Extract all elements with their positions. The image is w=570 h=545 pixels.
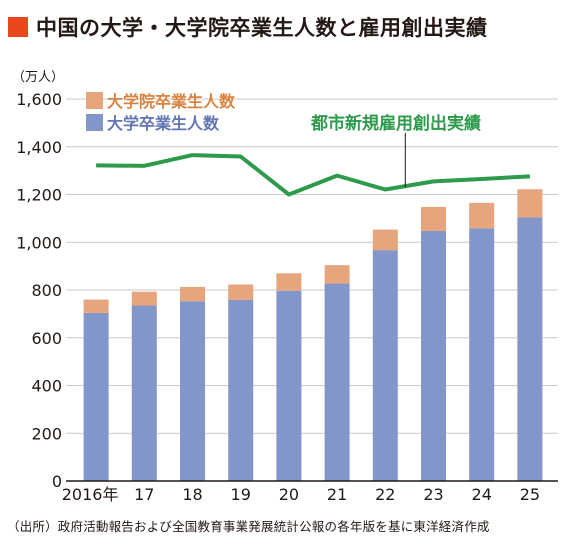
x-tick-label: 24 — [472, 485, 492, 504]
x-tick-label: 18 — [182, 485, 202, 504]
employment-line — [96, 153, 531, 197]
y-tick-label: 600 — [31, 329, 62, 348]
bar-grad — [372, 229, 398, 251]
x-tick-label: 23 — [423, 485, 443, 504]
bar-undergrad — [469, 228, 495, 481]
legend-swatch — [86, 92, 103, 109]
x-tick-label: 20 — [279, 485, 299, 504]
x-tick-label: 22 — [375, 485, 395, 504]
legend-label: 大学院卒業生人数 — [107, 92, 236, 111]
x-tick-label: 2016年 — [62, 485, 119, 504]
legend-label: 大学卒業生人数 — [107, 114, 220, 133]
bar-grad — [324, 265, 350, 284]
bar-grad — [276, 273, 302, 291]
bar-grad — [421, 206, 446, 232]
y-tick-label: 1,000 — [16, 233, 62, 252]
bar-undergrad — [131, 305, 157, 481]
y-tick-label: 400 — [31, 377, 62, 396]
y-tick-label: 1,200 — [16, 186, 62, 205]
bar-undergrad — [324, 283, 350, 481]
y-tick-label: 200 — [31, 424, 62, 443]
bars — [83, 189, 543, 482]
axes: 0 200 400 600 800 1,000 1,200 1,400 1,600 2016年 17… — [16, 90, 558, 504]
y-axis-unit: （万人） — [12, 70, 65, 85]
bar-grad — [83, 299, 109, 313]
bar-undergrad — [83, 312, 109, 481]
x-tick-label: 17 — [134, 485, 154, 504]
source-note: （出所）政府活動報告および全国教育事業発展統計公報の各年版を基に東洋経済作成 — [7, 519, 490, 534]
y-tick-label: 1,400 — [16, 138, 62, 157]
y-tick-label: 1,600 — [16, 90, 62, 109]
bar-undergrad — [276, 290, 302, 481]
bar-grad — [180, 286, 205, 302]
bar-undergrad — [421, 231, 446, 481]
title-block: 中国の大学・大学院卒業生人数と雇用創出実績 — [8, 12, 488, 42]
bar-undergrad — [517, 217, 543, 482]
x-tick-label: 19 — [231, 485, 251, 504]
legend-swatch — [86, 114, 103, 131]
y-tick-label: 0 — [52, 472, 62, 491]
y-tick-label: 800 — [31, 281, 62, 300]
line-series: 都市新規雇用創出実績 — [96, 113, 531, 197]
bar-grad — [228, 284, 254, 300]
bar-undergrad — [372, 250, 398, 481]
line-series-label: 都市新規雇用創出実績 — [310, 113, 481, 134]
title-square-icon — [8, 17, 28, 37]
bar-undergrad — [228, 299, 254, 481]
bar-grad — [131, 291, 157, 306]
bar-undergrad — [180, 301, 205, 481]
bar-grad — [517, 189, 543, 218]
x-tick-label: 21 — [327, 485, 347, 504]
chart-title: 中国の大学・大学院卒業生人数と雇用創出実績 — [36, 16, 488, 40]
bar-grad — [469, 202, 495, 229]
x-tick-label: 25 — [520, 485, 540, 504]
